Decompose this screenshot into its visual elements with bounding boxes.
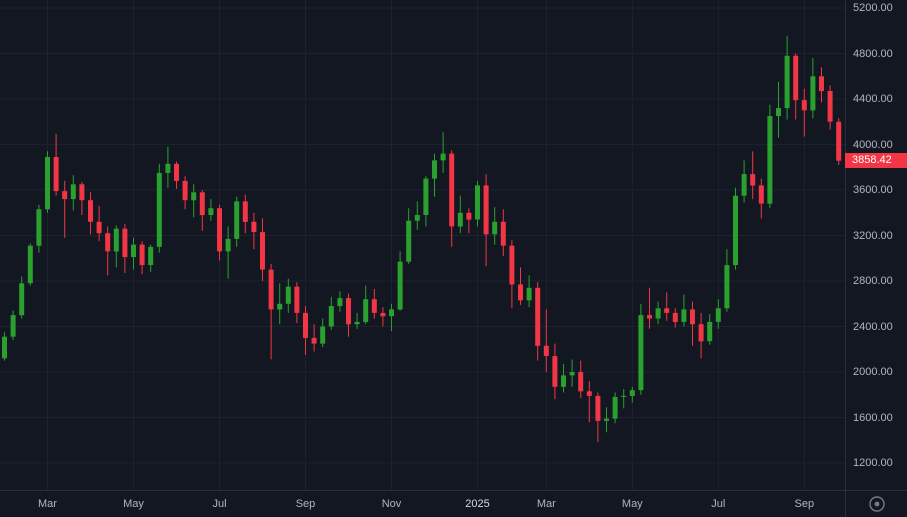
- time-axis[interactable]: Mar May Jul Sep Nov 2025 Mar May Jul Sep: [0, 490, 845, 517]
- price-tick-label: 4000.00: [853, 138, 893, 151]
- time-tick-label: Jul: [212, 498, 227, 510]
- price-axis[interactable]: 5200.00 4800.00 4400.00 4000.00 3600.00 3200.…: [845, 0, 907, 490]
- time-tick-label: Sep: [794, 498, 815, 510]
- price-tick-label: 2000.00: [853, 366, 893, 378]
- last-price-badge: 3858.42: [845, 153, 907, 169]
- price-tick-label: 4400.00: [853, 93, 893, 105]
- price-tick-label: 1200.00: [853, 457, 893, 469]
- time-tick-label: Nov: [381, 498, 402, 510]
- price-tick-label: 4800.00: [853, 47, 893, 60]
- time-tick-label: Mar: [536, 498, 556, 510]
- axis-corner: [845, 490, 907, 517]
- time-tick-label: 2025: [465, 498, 490, 510]
- price-tick-label: 2800.00: [853, 275, 893, 287]
- price-tick-label: 2400.00: [853, 320, 893, 333]
- chart-plot[interactable]: [0, 0, 845, 490]
- time-tick-label: Mar: [38, 498, 57, 510]
- time-tick-label: Jul: [711, 498, 726, 510]
- price-tick-label: 1600.00: [853, 411, 893, 424]
- price-tick-label: 3600.00: [853, 184, 893, 196]
- price-tick-label: 5200.00: [853, 2, 893, 14]
- price-tick-label: 3200.00: [853, 229, 893, 242]
- eye-icon: [868, 496, 885, 512]
- time-tick-label: May: [123, 498, 144, 510]
- time-tick-label: Sep: [295, 498, 316, 510]
- time-tick-label: May: [621, 498, 643, 510]
- eye-button[interactable]: [868, 495, 886, 513]
